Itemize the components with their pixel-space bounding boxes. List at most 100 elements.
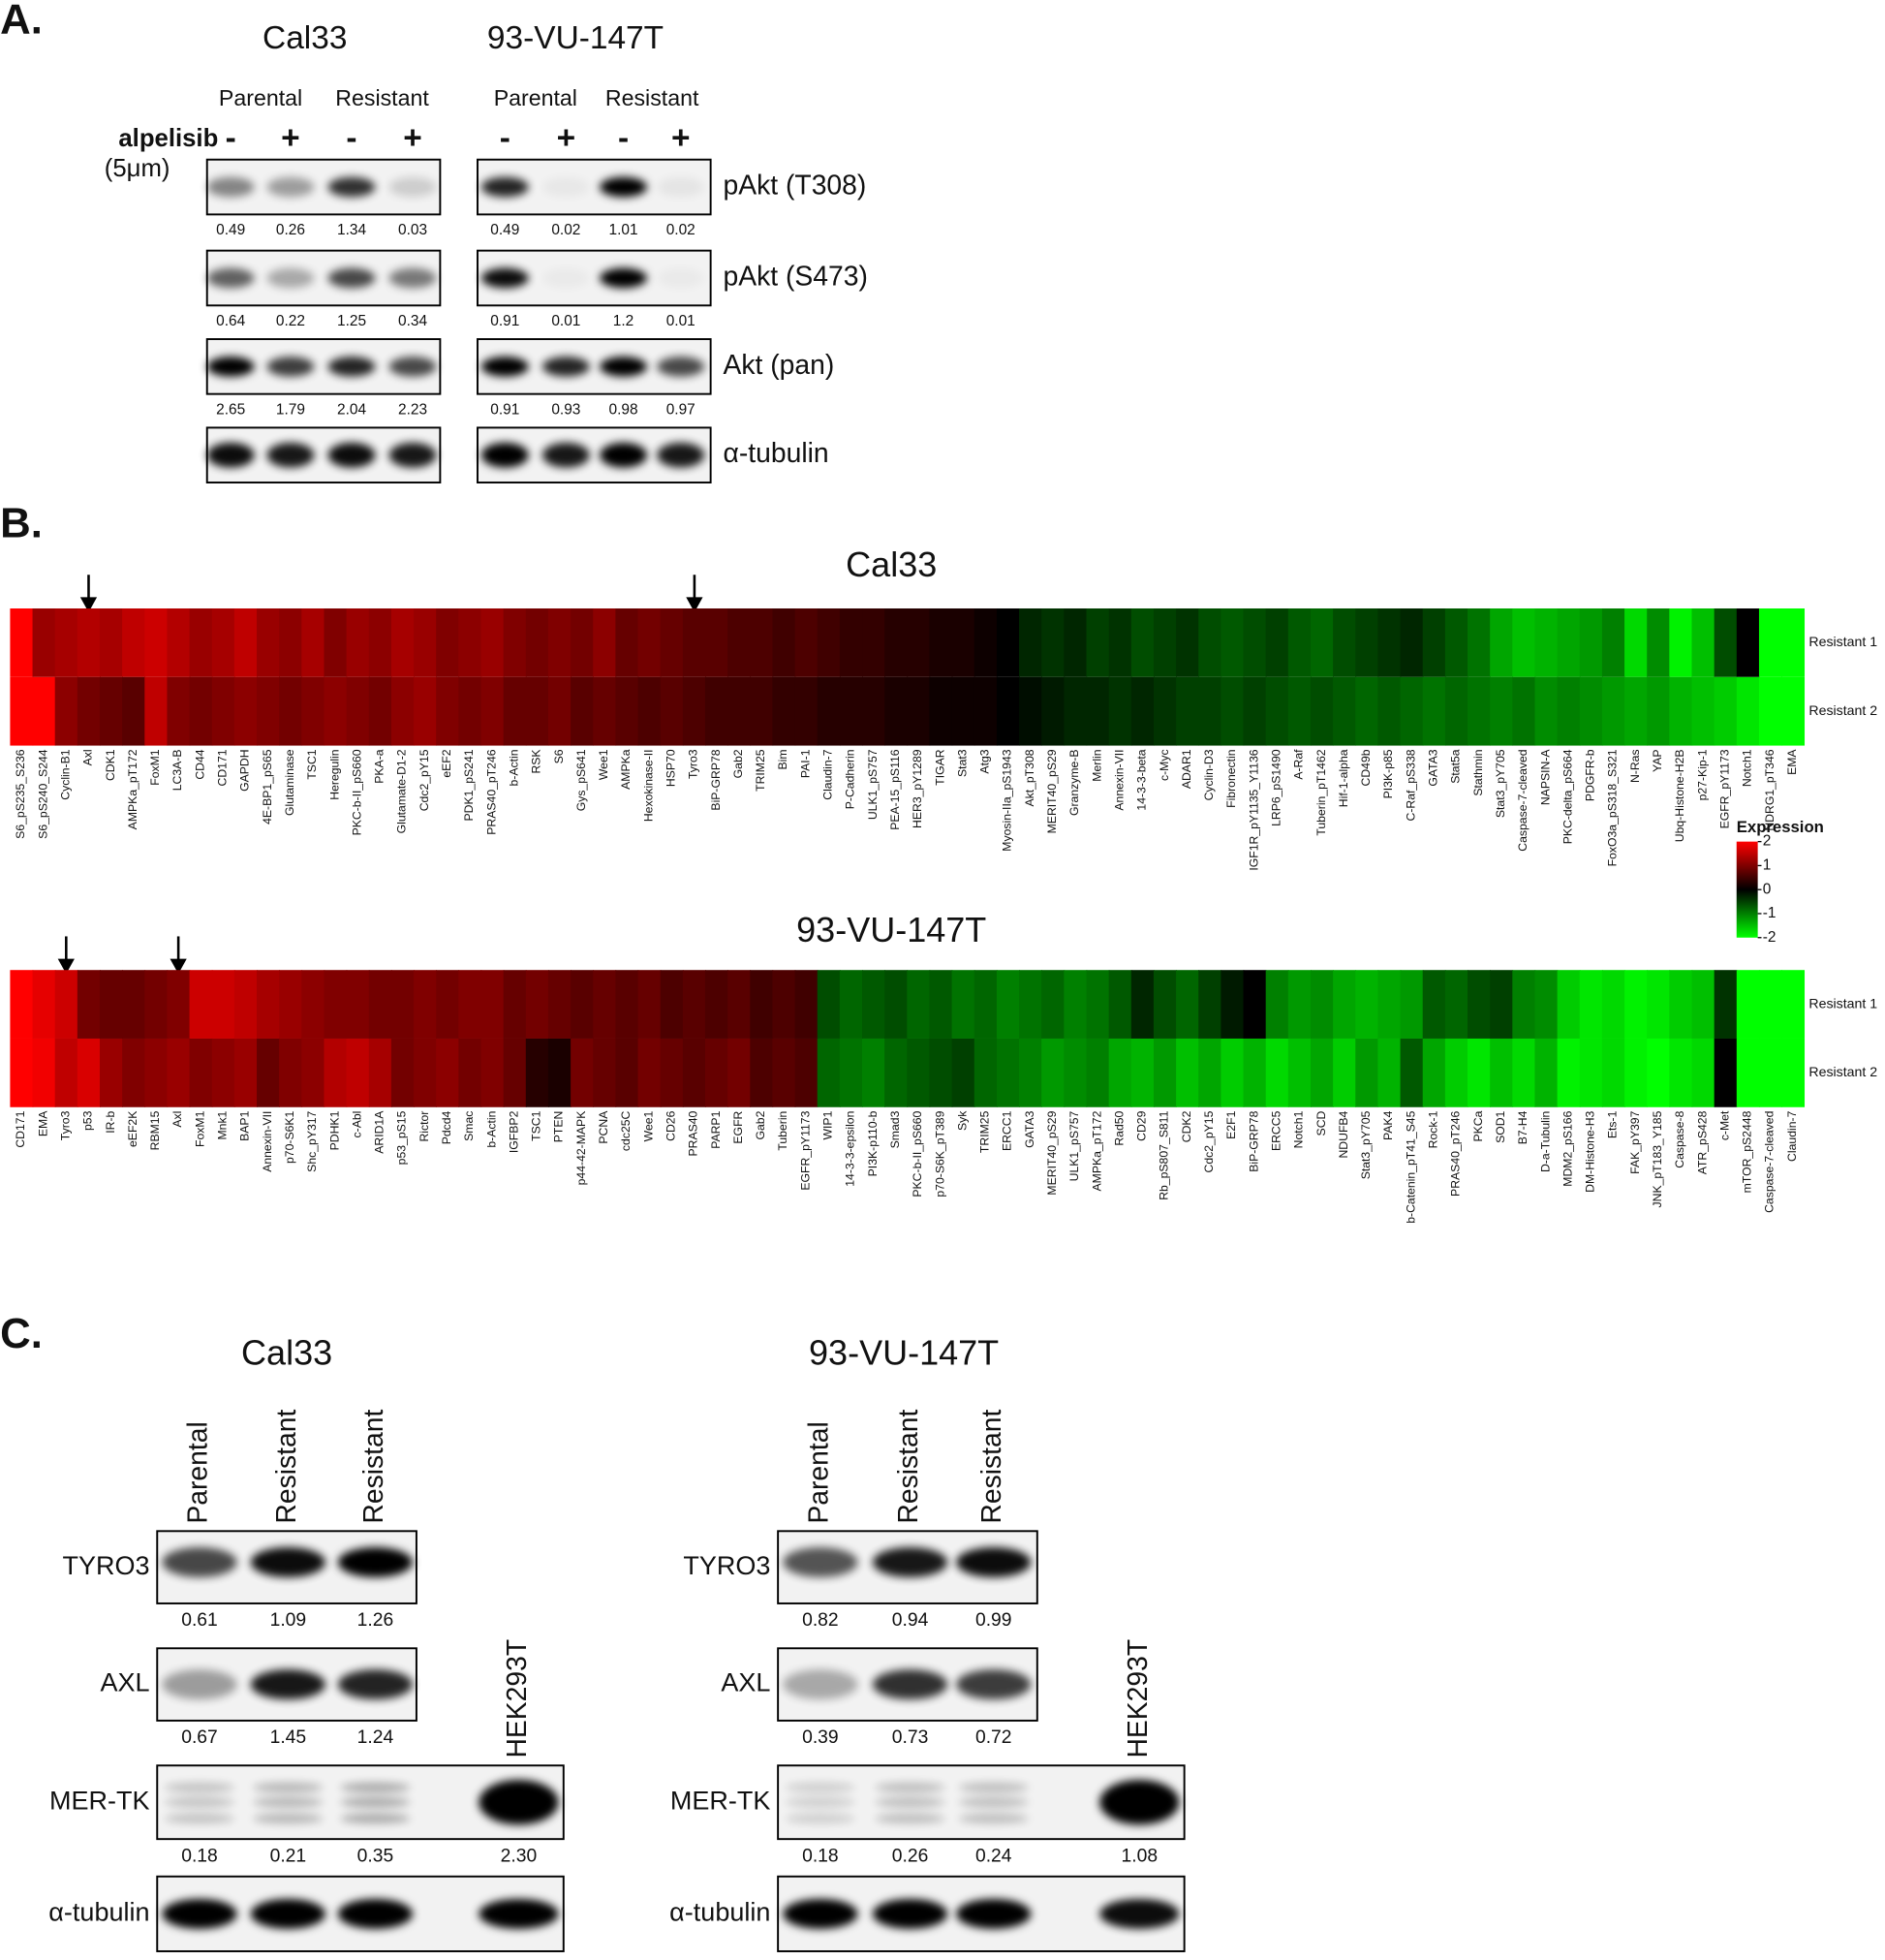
quantification: 0.91 xyxy=(490,401,519,418)
heatmap-cell xyxy=(1176,970,1200,1039)
blot-band xyxy=(206,357,255,377)
column-label: PKA-a xyxy=(373,749,386,784)
heatmap-cell xyxy=(1130,1038,1155,1107)
heatmap-cell xyxy=(704,1038,728,1107)
column-label: PRAS40_pT246 xyxy=(484,749,498,835)
column-label: A-Raf xyxy=(1292,749,1306,780)
cell-line-title: Cal33 xyxy=(241,1332,332,1372)
heatmap-cell xyxy=(615,676,639,746)
quantification: 2.30 xyxy=(501,1846,538,1866)
column-label: Shc_pY317 xyxy=(305,1110,319,1171)
heatmap-cell xyxy=(480,1038,505,1107)
heatmap-cell xyxy=(189,1038,213,1107)
heatmap-cell xyxy=(1064,1038,1088,1107)
blot-band xyxy=(657,357,705,377)
blot-band xyxy=(253,1813,324,1824)
column-label: cdc25C xyxy=(619,1110,633,1151)
heatmap-cell xyxy=(1579,608,1603,677)
heatmap-cell xyxy=(1579,676,1603,746)
column-label: c-Met xyxy=(1717,1110,1731,1140)
protein-label: AXL xyxy=(100,1668,149,1697)
heatmap-cell xyxy=(346,970,370,1039)
column-label: eEF2 xyxy=(440,749,453,777)
heatmap-cell xyxy=(547,1038,572,1107)
heatmap-cell xyxy=(301,676,325,746)
heatmap-cell xyxy=(1422,1038,1446,1107)
column-label: BiP-GRP78 xyxy=(1247,1110,1260,1171)
blot-band xyxy=(1099,1898,1180,1929)
heatmap-cell xyxy=(189,970,213,1039)
lane-label: HEK293T xyxy=(1122,1639,1153,1758)
column-label: GATA3 xyxy=(1427,749,1440,786)
heatmap-cell xyxy=(189,608,213,677)
heatmap-cell xyxy=(1444,676,1468,746)
heatmap-cell xyxy=(414,608,437,677)
heatmap-cell xyxy=(1377,608,1402,677)
column-label: PCNA xyxy=(597,1110,610,1144)
heatmap-cell xyxy=(503,608,527,677)
quantification: 0.26 xyxy=(892,1846,929,1866)
heatmap-cell xyxy=(1601,608,1625,677)
heatmap-cell xyxy=(1601,1038,1625,1107)
heatmap-cell xyxy=(1243,608,1267,677)
column-label: ERCC5 xyxy=(1270,1110,1283,1151)
quantification: 0.03 xyxy=(398,222,427,238)
heatmap-cell xyxy=(1064,970,1088,1039)
column-label: mTOR_pS2448 xyxy=(1741,1110,1754,1193)
lane-label: Parental xyxy=(802,1421,833,1523)
quantification: 0.34 xyxy=(398,313,427,329)
heatmap-cell xyxy=(727,608,752,677)
column-label: Annexin-VII xyxy=(261,1111,274,1172)
blot-band xyxy=(164,1782,235,1793)
heatmap-cell xyxy=(1287,676,1312,746)
blot-band xyxy=(783,1669,858,1700)
quantification: 0.49 xyxy=(216,222,245,238)
heatmap-cell xyxy=(503,970,527,1039)
blot-band xyxy=(783,1898,858,1929)
column-label: PI3K-p85 xyxy=(1381,749,1395,798)
heatmap-cell xyxy=(1669,608,1693,677)
heatmap-cell xyxy=(951,608,975,677)
group-label: Resistant xyxy=(335,85,429,110)
column-label: CD171 xyxy=(14,1110,27,1147)
column-label: S6_pS240_S244 xyxy=(36,749,49,839)
blot-band xyxy=(479,1898,559,1929)
column-label: Merlin xyxy=(1090,749,1103,781)
heatmap-cell xyxy=(436,970,460,1039)
heatmap-cell xyxy=(1198,970,1222,1039)
heatmap-cell xyxy=(1310,676,1334,746)
column-label: 4E-BP1_pS65 xyxy=(261,749,274,824)
column-label: Glutaminase xyxy=(283,749,296,816)
column-label: EGFR xyxy=(731,1110,745,1143)
heatmap-cell xyxy=(503,1038,527,1107)
legend-tick-label: 0 xyxy=(1763,881,1772,897)
heatmap-cell xyxy=(704,608,728,677)
heatmap-cell xyxy=(1310,608,1334,677)
heatmap-cell xyxy=(1108,970,1132,1039)
heatmap-cell xyxy=(593,608,617,677)
lane-label: Resistant xyxy=(270,1409,301,1523)
column-label: Tyro3 xyxy=(59,1110,73,1140)
heatmap-cell xyxy=(862,608,885,677)
heatmap-cell xyxy=(368,1038,392,1107)
blot-band xyxy=(785,1782,855,1793)
column-label: Syk xyxy=(955,1110,969,1131)
blot-band xyxy=(657,442,705,468)
blot-band xyxy=(956,1547,1032,1577)
column-label: GATA3 xyxy=(1023,1110,1036,1147)
heatmap-cell xyxy=(1579,1038,1603,1107)
column-label: NAPSIN-A xyxy=(1538,749,1552,806)
column-label: YAP xyxy=(1651,749,1664,772)
quantification: 0.26 xyxy=(276,222,305,238)
column-label: b-Actin xyxy=(484,1111,498,1148)
column-label: Pdcd4 xyxy=(440,1110,453,1144)
column-label: CD171 xyxy=(216,749,230,786)
treatment-sign: - xyxy=(500,120,510,156)
heatmap-cell xyxy=(525,676,549,746)
column-label: EMA xyxy=(1785,749,1799,775)
heatmap-cell xyxy=(1041,608,1066,677)
lane-label: HEK293T xyxy=(501,1639,532,1758)
column-label: Caspase-8 xyxy=(1673,1110,1686,1167)
heatmap-cell xyxy=(637,970,662,1039)
column-label: FoxO3a_pS318_S321 xyxy=(1606,749,1620,866)
